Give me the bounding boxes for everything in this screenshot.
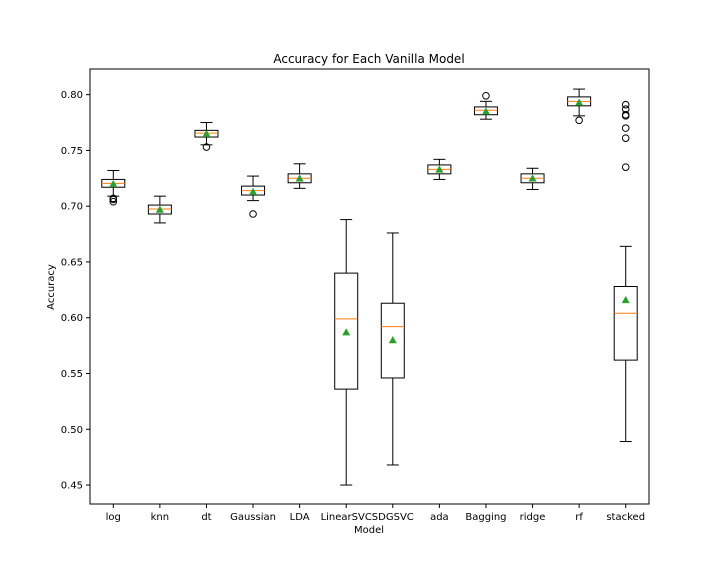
box-group-gaussian [241, 175, 266, 218]
x-tick-label: LDA [290, 512, 310, 523]
x-tick-label: SDGSVC [372, 512, 414, 523]
outlier-point [621, 124, 630, 132]
box-group-dt [194, 122, 219, 151]
y-tick-label: 0.80 [61, 90, 83, 101]
x-tick-label: Gaussian [230, 512, 276, 523]
mean-marker [342, 328, 351, 336]
y-tick-label: 0.45 [61, 481, 83, 492]
y-tick-label: 0.70 [61, 202, 83, 213]
box-group-lda [287, 163, 312, 189]
x-tick-label: log [106, 512, 121, 523]
mean-marker [202, 129, 211, 137]
mean-marker [575, 98, 584, 106]
x-tick-label: dt [201, 512, 211, 523]
box-group-ridge [520, 167, 545, 190]
outlier-point [482, 91, 490, 100]
x-tick-label: knn [151, 512, 169, 523]
mean-marker [435, 165, 444, 173]
outlier-point [575, 116, 583, 125]
y-tick-label: 0.65 [61, 257, 83, 268]
x-tick-label: ridge [520, 512, 546, 523]
outlier-point [621, 163, 630, 171]
box-group-ada [427, 158, 452, 180]
mean-marker [249, 187, 258, 195]
outlier-point [109, 197, 118, 206]
outlier-point [202, 143, 211, 151]
x-tick-label: LinearSVC [321, 512, 372, 523]
box-group-rf [567, 88, 592, 125]
mean-marker [481, 107, 490, 115]
chart-title: Accuracy for Each Vanilla Model [273, 52, 464, 66]
outlier-point [621, 134, 630, 142]
x-tick-label: Bagging [465, 512, 506, 523]
mean-marker [295, 174, 304, 182]
box-group-knn [147, 195, 172, 224]
x-tick-label: ada [430, 512, 449, 523]
box-group-linearsvc [334, 219, 359, 486]
iqr-box [613, 286, 638, 361]
outlier-point [621, 110, 630, 119]
box-group-sdgsvc [380, 232, 405, 466]
x-tick-label: stacked [606, 512, 645, 523]
outlier-point [249, 210, 257, 218]
mean-marker [109, 179, 118, 188]
box-group-stacked [613, 100, 638, 443]
outlier-point [621, 100, 630, 109]
outlier-point [621, 105, 630, 113]
mean-marker [155, 205, 164, 213]
box-group-bagging [473, 91, 498, 120]
outlier-point [109, 194, 118, 203]
box-group-log [101, 170, 126, 206]
y-tick-label: 0.75 [61, 146, 83, 157]
y-tick-label: 0.50 [61, 425, 83, 436]
mean-marker [388, 336, 397, 344]
y-tick-label: 0.55 [61, 369, 83, 380]
y-tick-label: 0.60 [61, 313, 83, 324]
x-axis-label: Model [354, 525, 384, 536]
mean-marker [528, 174, 537, 182]
plot-frame [89, 68, 650, 505]
y-axis-label: Accuracy [46, 264, 57, 310]
x-tick-label: rf [575, 512, 583, 523]
mean-marker [621, 295, 630, 304]
